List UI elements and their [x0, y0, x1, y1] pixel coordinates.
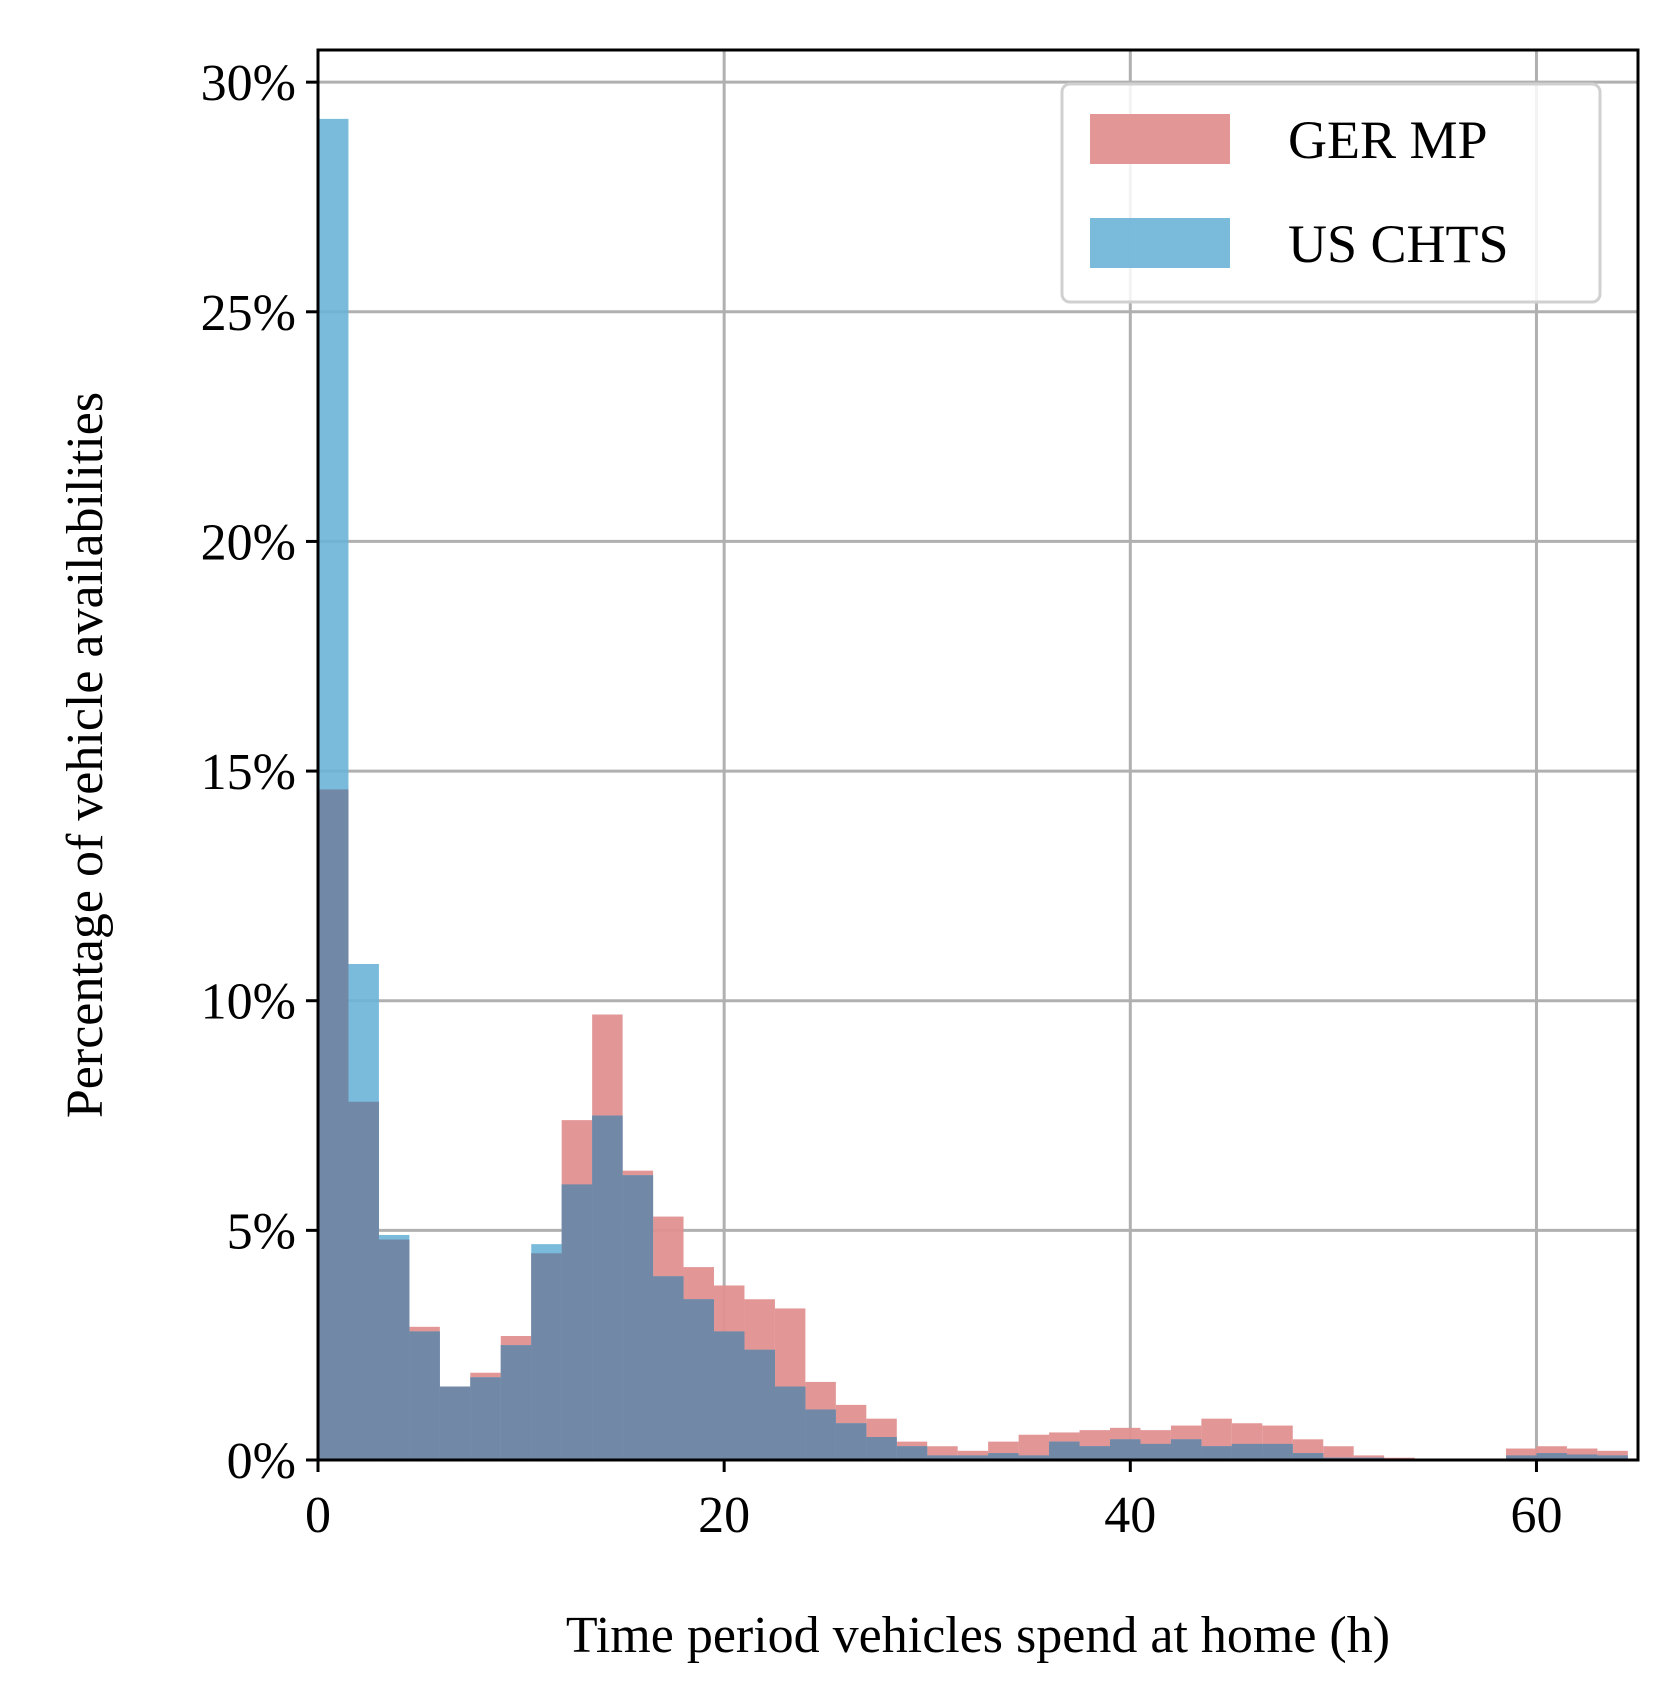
- overlap-bar-32: [1292, 1453, 1324, 1460]
- y-tick-label-3: 15%: [201, 744, 296, 801]
- overlap-bar-27: [1140, 1443, 1171, 1460]
- histogram-bars: [318, 118, 1628, 1461]
- y-tick-label-6: 30%: [201, 55, 296, 112]
- axis-ticks: 0 20 40 60 0% 5% 10% 15% 20% 25% 30%: [201, 55, 1563, 1544]
- overlap-bar-4: [439, 1386, 471, 1460]
- overlap-bar-23: [1018, 1455, 1050, 1460]
- y-tick-label-4: 20%: [201, 514, 296, 571]
- overlap-bar-16: [805, 1409, 836, 1460]
- plot-frame: [316, 48, 1640, 1462]
- overlap-bar-15: [774, 1386, 806, 1460]
- overlap-bar-20: [927, 1455, 958, 1460]
- overlap-bar-21: [957, 1455, 989, 1460]
- overlap-bar-12: [683, 1299, 714, 1460]
- overlap-bar-8: [561, 1184, 593, 1460]
- overlap-bar-39: [1506, 1455, 1537, 1460]
- overlap-bar-40: [1536, 1453, 1567, 1460]
- overlap-bar-13: [714, 1331, 745, 1460]
- overlap-bar-7: [531, 1253, 562, 1460]
- overlap-bar-30: [1231, 1443, 1263, 1460]
- overlap-bar-18: [866, 1437, 897, 1460]
- bar-0-39: [1506, 1448, 1537, 1460]
- overlap-bar-31: [1262, 1443, 1293, 1460]
- legend-label-0: GER MP: [1288, 110, 1488, 170]
- overlap-bar-9: [592, 1115, 623, 1460]
- overlap-bar-1: [348, 1101, 379, 1460]
- x-tick-label-1: 20: [698, 1487, 750, 1544]
- overlap-bar-5: [470, 1377, 501, 1460]
- y-tick-label-5: 25%: [201, 285, 296, 342]
- overlap-bar-2: [378, 1239, 410, 1460]
- overlap-bar-42: [1597, 1455, 1628, 1460]
- legend-swatch-0: [1090, 114, 1230, 164]
- overlap-bar-19: [896, 1446, 928, 1460]
- overlap-bar-17: [835, 1423, 867, 1460]
- overlap-bar-28: [1170, 1439, 1202, 1460]
- y-tick-label-2: 10%: [201, 974, 296, 1031]
- bar-0-41: [1566, 1448, 1598, 1460]
- overlap-bar-10: [622, 1175, 654, 1460]
- overlap-bar-3: [409, 1331, 440, 1460]
- overlap-bar-25: [1079, 1446, 1110, 1460]
- y-tick-label-0: 0%: [227, 1433, 296, 1490]
- bar-0-33: [1323, 1446, 1354, 1460]
- x-axis-label: Time period vehicles spend at home (h): [566, 1607, 1390, 1664]
- overlap-bars: [318, 789, 1628, 1460]
- legend-label-1: US CHTS: [1288, 214, 1509, 274]
- overlap-bar-29: [1201, 1446, 1232, 1460]
- x-tick-label-3: 60: [1510, 1487, 1562, 1544]
- x-tick-label-2: 40: [1104, 1487, 1156, 1544]
- overlap-bar-11: [653, 1276, 684, 1460]
- y-axis-label: Percentage of vehicle availabilities: [57, 392, 114, 1118]
- legend-swatch-1: [1090, 218, 1230, 268]
- legend: GER MP US CHTS: [1060, 82, 1602, 304]
- y-tick-label-1: 5%: [227, 1203, 296, 1260]
- x-tick-label-0: 0: [305, 1487, 331, 1544]
- overlap-bar-0: [318, 789, 349, 1460]
- overlap-bar-41: [1566, 1454, 1598, 1460]
- overlap-bar-14: [744, 1349, 775, 1460]
- overlap-bar-6: [500, 1345, 532, 1460]
- overlap-bar-24: [1049, 1441, 1080, 1460]
- overlap-bar-22: [988, 1453, 1019, 1460]
- overlap-bar-26: [1110, 1439, 1141, 1460]
